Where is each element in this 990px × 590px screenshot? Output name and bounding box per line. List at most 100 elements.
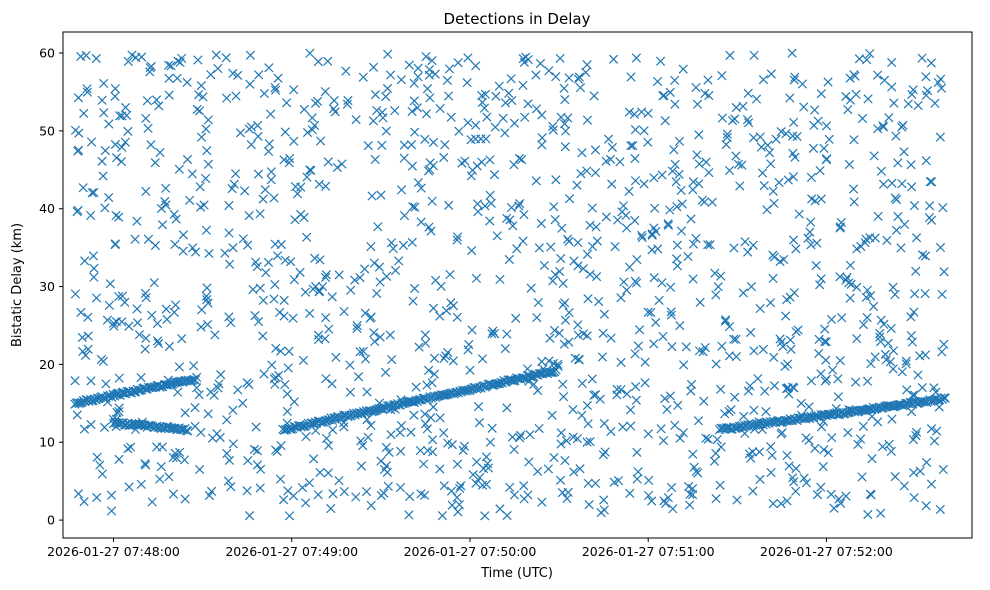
clutter-point [202, 283, 212, 293]
clutter-point [679, 360, 689, 370]
clutter-point [654, 295, 664, 305]
clutter-point [471, 120, 481, 130]
clutter-point [132, 318, 143, 328]
clutter-point [640, 357, 650, 367]
clutter-point [730, 392, 740, 402]
clutter-point [202, 145, 212, 156]
clutter-point [578, 329, 589, 339]
clutter-point [164, 60, 174, 70]
clutter-point [678, 64, 688, 74]
clutter-point [876, 315, 886, 325]
clutter-point [625, 488, 635, 499]
clutter-point [222, 448, 232, 459]
clutter-point [921, 155, 931, 166]
clutter-point [452, 232, 463, 242]
x-tick-label: 2026-01-27 07:51:00 [582, 544, 715, 559]
clutter-point [79, 424, 90, 434]
clutter-point [448, 301, 459, 311]
clutter-point [665, 205, 675, 215]
clutter-point [339, 422, 349, 432]
clutter-point [317, 281, 328, 292]
clutter-point [917, 53, 927, 63]
clutter-point [304, 478, 315, 488]
clutter-point [537, 110, 547, 120]
clutter-point [404, 510, 414, 520]
clutter-point [141, 186, 151, 197]
clutter-point [715, 480, 725, 490]
clutter-point [229, 179, 239, 189]
clutter-point [537, 497, 547, 507]
clutter-point [841, 91, 851, 102]
clutter-point [351, 114, 361, 125]
clutter-point [238, 234, 248, 244]
clutter-point [100, 203, 110, 213]
x-tick-label: 2026-01-27 07:50:00 [404, 544, 537, 559]
clutter-point [893, 158, 903, 168]
clutter-point [270, 279, 280, 290]
clutter-point [92, 452, 102, 462]
clutter-point [315, 255, 325, 265]
clutter-point [506, 74, 516, 84]
clutter-point [649, 173, 659, 183]
clutter-point [327, 379, 337, 389]
clutter-point [386, 238, 397, 248]
clutter-point [472, 199, 483, 209]
clutter-point [267, 360, 277, 370]
clutter-point [264, 63, 274, 73]
clutter-point [594, 296, 604, 307]
clutter-point [315, 467, 325, 478]
clutter-point [675, 320, 685, 331]
clutter-point [441, 351, 451, 361]
clutter-point [917, 382, 927, 393]
clutter-point [453, 58, 463, 68]
clutter-point [804, 435, 814, 446]
clutter-point [791, 486, 801, 496]
clutter-point [858, 421, 868, 431]
clutter-point [616, 357, 626, 368]
clutter-point [722, 129, 732, 139]
clutter-point [780, 311, 791, 321]
clutter-point [427, 378, 437, 388]
clutter-point [427, 435, 438, 445]
clutter-point [489, 328, 500, 339]
clutter-point [443, 438, 453, 448]
clutter-point [193, 90, 204, 100]
clutter-point [925, 201, 935, 211]
clutter-point [821, 121, 832, 131]
clutter-point [784, 461, 794, 471]
clutter-point [454, 499, 464, 510]
clutter-point [755, 132, 765, 142]
clutter-point [711, 359, 721, 369]
clutter-point [582, 115, 593, 125]
clutter-point [674, 136, 685, 147]
clutter-point [116, 156, 127, 167]
clutter-point [930, 98, 940, 108]
clutter-point [647, 496, 657, 506]
clutter-point [713, 282, 723, 292]
clutter-point [694, 346, 705, 356]
clutter-point [307, 125, 318, 135]
clutter-point [253, 317, 264, 327]
clutter-point [863, 94, 873, 104]
clutter-point [343, 95, 353, 106]
clutter-point [466, 171, 476, 181]
clutter-point [487, 423, 497, 433]
clutter-point [698, 347, 708, 357]
clutter-point [694, 159, 704, 169]
clutter-point [245, 50, 256, 60]
clutter-point [428, 447, 438, 457]
clutter-point [897, 367, 907, 377]
clutter-point [314, 287, 324, 297]
clutter-point [888, 346, 899, 356]
clutter-point [198, 92, 208, 102]
clutter-point [550, 270, 560, 280]
x-tick-label: 2026-01-27 07:49:00 [225, 544, 358, 559]
clutter-point [819, 445, 829, 455]
clutter-point [901, 359, 911, 369]
clutter-point [591, 222, 601, 232]
clutter-point [776, 126, 786, 137]
clutter-point [793, 325, 803, 335]
clutter-point [573, 237, 583, 248]
clutter-point [152, 318, 163, 329]
clutter-point [437, 510, 448, 521]
